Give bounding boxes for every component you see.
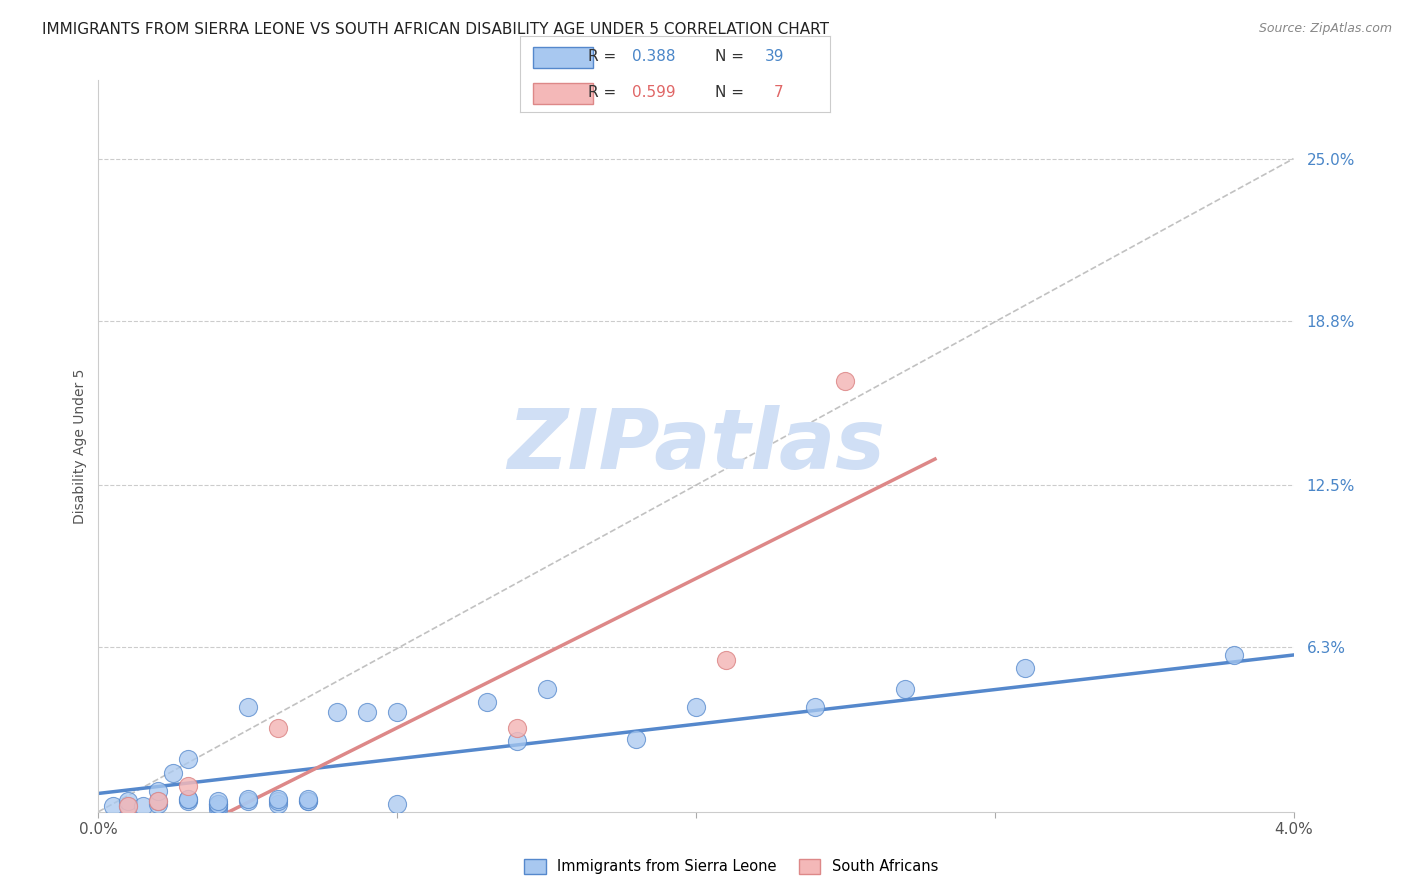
Point <box>894 681 917 696</box>
Text: R =: R = <box>588 85 621 100</box>
Point <box>148 797 170 811</box>
Point <box>117 799 139 814</box>
Point <box>148 794 170 808</box>
Point <box>506 721 529 735</box>
FancyBboxPatch shape <box>533 47 593 69</box>
Text: 7: 7 <box>773 85 783 100</box>
Point <box>117 794 139 808</box>
Point <box>207 797 229 811</box>
Point <box>267 794 290 808</box>
Point <box>506 734 529 748</box>
Text: IMMIGRANTS FROM SIERRA LEONE VS SOUTH AFRICAN DISABILITY AGE UNDER 5 CORRELATION: IMMIGRANTS FROM SIERRA LEONE VS SOUTH AF… <box>42 22 830 37</box>
Point <box>117 799 139 814</box>
Point <box>207 799 229 814</box>
Point <box>267 791 290 805</box>
Point <box>267 797 290 811</box>
Y-axis label: Disability Age Under 5: Disability Age Under 5 <box>73 368 87 524</box>
Point <box>207 802 229 816</box>
Point <box>356 706 378 720</box>
Text: 39: 39 <box>765 49 785 64</box>
Point <box>804 700 827 714</box>
Text: ZIPatlas: ZIPatlas <box>508 406 884 486</box>
Point <box>624 731 647 746</box>
Point <box>1014 661 1036 675</box>
Point <box>297 794 319 808</box>
Point <box>177 752 200 766</box>
Text: Source: ZipAtlas.com: Source: ZipAtlas.com <box>1258 22 1392 36</box>
Point <box>714 653 737 667</box>
Point <box>385 797 409 811</box>
Point <box>148 784 170 798</box>
FancyBboxPatch shape <box>533 83 593 104</box>
Point <box>267 721 290 735</box>
Point <box>162 765 184 780</box>
Text: 0.599: 0.599 <box>631 85 675 100</box>
Point <box>326 706 349 720</box>
Legend: Immigrants from Sierra Leone, South Africans: Immigrants from Sierra Leone, South Afri… <box>517 853 945 880</box>
Point <box>132 799 155 814</box>
Point <box>685 700 707 714</box>
Point <box>536 681 558 696</box>
Text: 0.388: 0.388 <box>631 49 675 64</box>
Point <box>297 791 319 805</box>
Point <box>475 695 498 709</box>
Text: N =: N = <box>716 85 749 100</box>
Point <box>148 794 170 808</box>
Point <box>207 797 229 811</box>
Point <box>177 791 200 805</box>
Point <box>236 791 259 805</box>
Point <box>385 706 409 720</box>
Point <box>103 799 125 814</box>
Point <box>207 794 229 808</box>
Point <box>236 700 259 714</box>
Point <box>297 794 319 808</box>
Point <box>236 794 259 808</box>
Point <box>177 794 200 808</box>
Point <box>177 779 200 793</box>
Point <box>177 791 200 805</box>
Point <box>1222 648 1246 662</box>
Text: N =: N = <box>716 49 749 64</box>
Text: R =: R = <box>588 49 621 64</box>
Point <box>834 374 856 388</box>
